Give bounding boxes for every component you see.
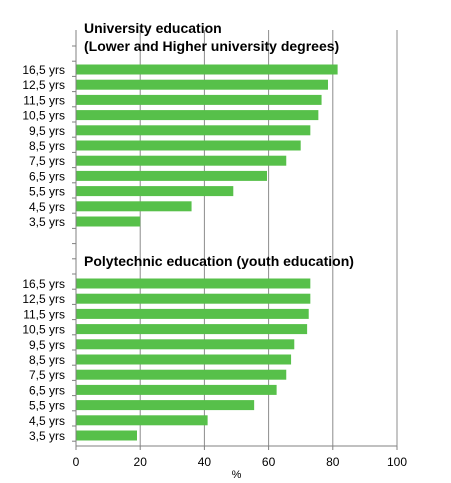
bar: [76, 79, 328, 90]
bar: [76, 110, 319, 121]
category-label: 10,5 yrs: [22, 323, 65, 337]
x-tick-label: 40: [198, 455, 212, 469]
bar: [76, 216, 141, 227]
x-tick-label: 0: [73, 455, 80, 469]
bar: [76, 278, 311, 289]
bar: [76, 201, 192, 212]
x-tick-label: 80: [326, 455, 340, 469]
category-label: 7,5 yrs: [29, 154, 65, 168]
category-label: 3,5 yrs: [29, 215, 65, 229]
category-label: 12,5 yrs: [22, 292, 65, 306]
bar: [76, 369, 287, 380]
bar: [76, 186, 234, 197]
bar: [76, 324, 308, 335]
category-label: 8,5 yrs: [29, 139, 65, 153]
category-label: 11,5 yrs: [23, 307, 65, 321]
group-titles: University education (Lower and Higher un…: [84, 20, 354, 269]
category-label: 3,5 yrs: [29, 429, 65, 443]
bar: [76, 384, 277, 395]
bar: [76, 415, 208, 426]
category-label: 12,5 yrs: [22, 78, 65, 92]
bar: [76, 64, 338, 75]
category-label: 8,5 yrs: [29, 353, 65, 367]
group-title: (Lower and Higher university degrees): [84, 38, 339, 54]
bar: [76, 170, 267, 181]
category-label: 16,5 yrs: [22, 63, 65, 77]
category-label: 9,5 yrs: [29, 338, 65, 352]
bar: [76, 293, 311, 304]
x-axis-label: %: [232, 469, 242, 481]
category-label: 5,5 yrs: [29, 185, 65, 199]
bar: [76, 308, 309, 319]
category-label: 5,5 yrs: [29, 399, 65, 413]
category-label: 10,5 yrs: [22, 109, 65, 123]
bar: [76, 354, 292, 365]
group-title: Polytechnic education (youth education): [84, 253, 354, 269]
bar: [76, 94, 322, 105]
bar: [76, 125, 311, 136]
category-label: 6,5 yrs: [29, 383, 65, 397]
x-axis: 0 20 40 60 80 100: [72, 30, 407, 469]
category-label: 16,5 yrs: [22, 277, 65, 291]
gridlines: [139, 30, 398, 446]
x-tick-label: 100: [387, 455, 407, 469]
category-label: 11,5 yrs: [23, 93, 65, 107]
category-label: 9,5 yrs: [29, 124, 65, 138]
category-label: 4,5 yrs: [29, 414, 65, 428]
x-tick-label: 60: [262, 455, 276, 469]
bar: [76, 430, 137, 441]
x-tick-label: 20: [134, 455, 148, 469]
category-label: 4,5 yrs: [29, 200, 65, 214]
bar: [76, 400, 255, 411]
category-label: 7,5 yrs: [29, 368, 65, 382]
bars: [76, 64, 338, 441]
group-title: University education: [84, 20, 222, 36]
category-label: 6,5 yrs: [29, 169, 65, 183]
bar: [76, 155, 287, 166]
bar: [76, 140, 301, 151]
bar: [76, 339, 295, 350]
